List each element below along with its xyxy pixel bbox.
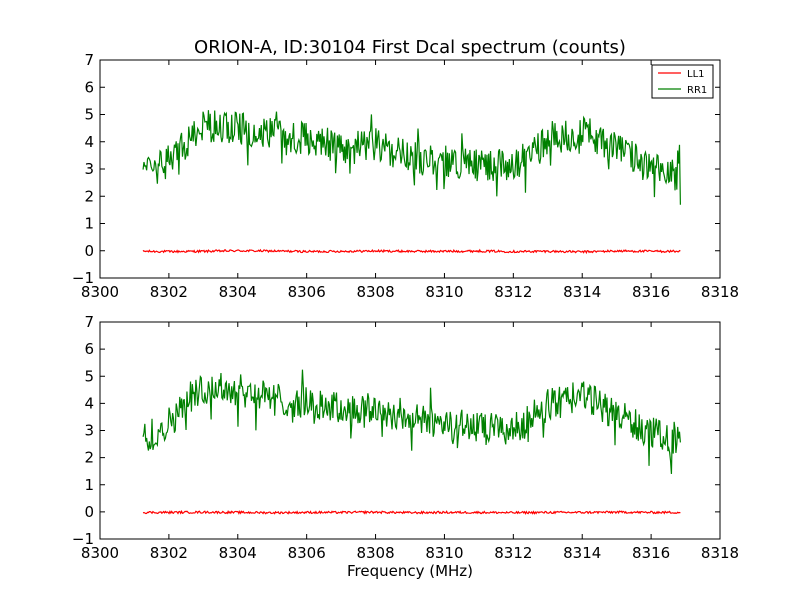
- x-tick-label: 8306: [288, 544, 326, 562]
- x-tick-label: 8302: [150, 283, 188, 301]
- x-tick-label: 8310: [425, 544, 463, 562]
- y-tick-label: 3: [84, 160, 94, 178]
- x-tick-label: 8308: [356, 544, 394, 562]
- x-tick-label: 8306: [288, 283, 326, 301]
- x-tick-label: 8314: [563, 544, 601, 562]
- legend-label-ll1: LL1: [687, 69, 705, 80]
- x-tick-label: 8318: [701, 544, 739, 562]
- x-tick-label: 8316: [632, 283, 670, 301]
- y-tick-label: 1: [84, 476, 94, 494]
- x-tick-label: 8300: [81, 544, 119, 562]
- x-tick-label: 8302: [150, 544, 188, 562]
- x-tick-label: 8310: [425, 283, 463, 301]
- bottom-panel: 8300 8302 8304 8306 8308 8310 8312 8314 8316 8318…: [72, 313, 739, 562]
- y-tick-label: 6: [84, 340, 94, 358]
- x-tick-label: 8312: [494, 283, 532, 301]
- series-line-ll1-panel-1: [142, 509, 681, 515]
- x-tick-label: 8314: [563, 283, 601, 301]
- y-tick-label: −1: [72, 530, 94, 548]
- legend-box: [651, 64, 714, 99]
- top-panel: 8300 8302 8304 8306 8308 8310 8312 8314 8316 8318…: [72, 51, 739, 301]
- legend-label-rr1: RR1: [687, 85, 707, 96]
- x-tick-label: 8304: [219, 544, 257, 562]
- y-tick-label: 0: [84, 242, 94, 260]
- y-tick-label: 7: [84, 51, 94, 69]
- y-tick-label: 4: [84, 394, 94, 412]
- y-tick-label: 4: [84, 133, 94, 151]
- x-tick-label: 8300: [81, 283, 119, 301]
- y-tick-label: 2: [84, 449, 94, 467]
- y-tick-label: 1: [84, 215, 94, 233]
- x-tick-label: 8304: [219, 283, 257, 301]
- chart-title: ORION-A, ID:30104 First Dcal spectrum (c…: [194, 37, 626, 58]
- x-tick-label: 8308: [356, 283, 394, 301]
- series-line-rr1-panel-0: [142, 110, 681, 205]
- series-line-ll1-panel-0: [142, 248, 681, 255]
- y-tick-label: −1: [72, 269, 94, 287]
- legend: LL1 RR1: [651, 64, 714, 99]
- series-line-rr1-panel-1: [142, 369, 681, 474]
- x-tick-label: 8312: [494, 544, 532, 562]
- x-tick-label: 8318: [701, 283, 739, 301]
- x-tick-label: 8316: [632, 544, 670, 562]
- y-tick-label: 3: [84, 422, 94, 440]
- y-tick-label: 2: [84, 187, 94, 205]
- x-axis-label: Frequency (MHz): [347, 562, 473, 580]
- y-tick-label: 0: [84, 503, 94, 521]
- y-tick-label: 5: [84, 367, 94, 385]
- y-tick-label: 6: [84, 78, 94, 96]
- y-tick-label: 5: [84, 106, 94, 124]
- y-tick-label: 7: [84, 313, 94, 331]
